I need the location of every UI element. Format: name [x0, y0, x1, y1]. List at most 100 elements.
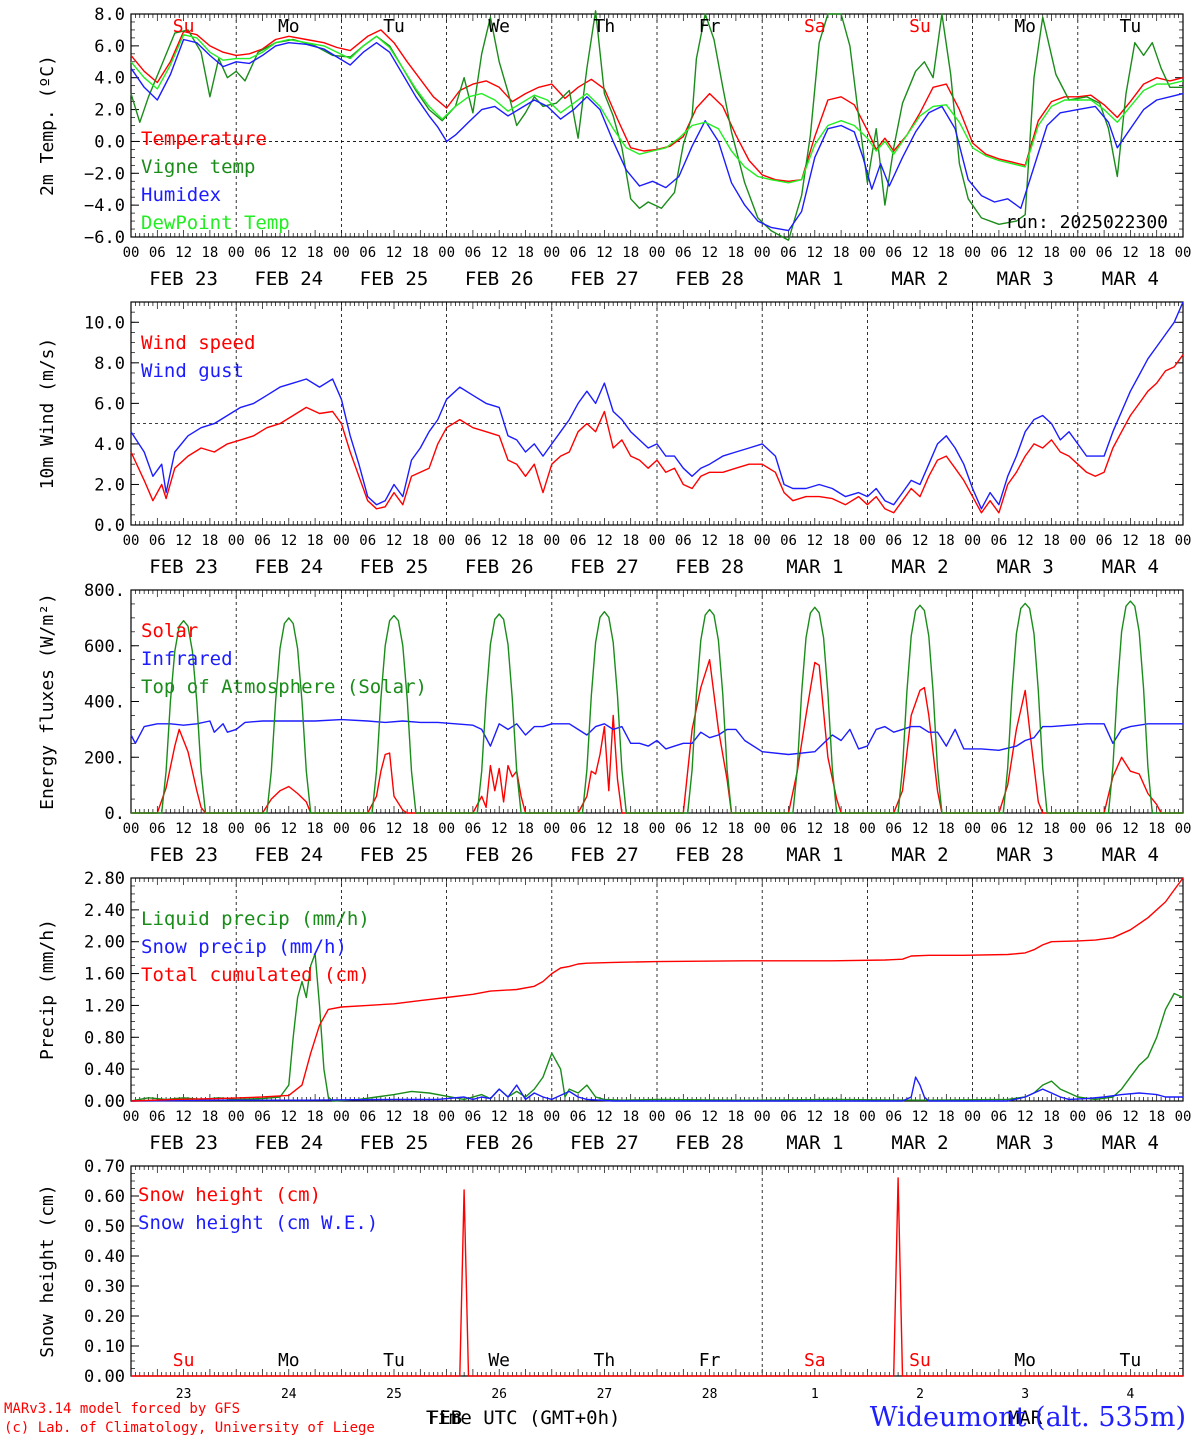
hour-tick-label: 12: [175, 533, 192, 549]
hour-tick-label: 06: [149, 533, 166, 549]
hour-tick-label: 00: [438, 245, 455, 261]
hour-tick-label: 06: [1096, 1109, 1113, 1125]
series-line-snow-height-cm-: [131, 1177, 1183, 1377]
hour-tick-label: 00: [964, 1109, 981, 1125]
hour-tick-label: 18: [307, 821, 324, 837]
hour-tick-label: 18: [938, 821, 955, 837]
hour-tick-label: 06: [570, 245, 587, 261]
hour-tick-label: 12: [1017, 533, 1034, 549]
hour-tick-label: 00: [438, 1109, 455, 1125]
day-label: FEB 28: [675, 268, 744, 290]
hour-tick-label: 06: [464, 821, 481, 837]
hour-tick-label: 06: [780, 1109, 797, 1125]
hour-tick-label: 06: [675, 821, 692, 837]
legend-entry: Temperature: [141, 128, 267, 150]
series-line-dewpoint-temp: [130, 34, 1184, 184]
hour-tick-label: 12: [280, 1109, 297, 1125]
hour-tick-label: 12: [806, 533, 823, 549]
hour-tick-label: 00: [1069, 533, 1086, 549]
y-tick-label: 2.0: [94, 101, 125, 121]
hour-tick-label: 12: [1122, 533, 1139, 549]
hour-tick-label: 06: [990, 821, 1007, 837]
weekday-label: Mo: [1014, 16, 1036, 37]
hour-tick-label: 18: [1148, 245, 1165, 261]
hour-tick-label: 12: [1122, 821, 1139, 837]
y-tick-label: 0.40: [84, 1247, 125, 1267]
plot-frame: [130, 301, 1184, 526]
month-label: MAR: [1008, 1407, 1043, 1429]
day-label: FEB 27: [570, 268, 639, 290]
hour-tick-label: 12: [806, 821, 823, 837]
weekday-label: Su: [909, 16, 931, 37]
hour-tick-label: 12: [701, 533, 718, 549]
weekday-label: Tu: [383, 16, 405, 37]
y-tick-label: 600.: [84, 637, 125, 657]
weekday-label: Mo: [1014, 1350, 1036, 1371]
y-axis-label: Energy fluxes (W/m²): [37, 593, 58, 810]
day-label: MAR 4: [1102, 844, 1159, 866]
hour-tick-label: 06: [885, 533, 902, 549]
hour-tick-label: 06: [990, 533, 1007, 549]
weekday-label: Sa: [804, 1350, 826, 1371]
hour-tick-label: 18: [1043, 533, 1060, 549]
legend-entry: Wind gust: [141, 360, 244, 382]
y-tick-label: 800.: [84, 581, 125, 601]
hour-tick-label: 18: [201, 533, 218, 549]
hour-tick-label: 00: [333, 533, 350, 549]
y-tick-label: 0.30: [84, 1277, 125, 1297]
day-label: MAR 4: [1102, 268, 1159, 290]
day-label: FEB 26: [465, 1132, 534, 1154]
hour-tick-label: 18: [201, 245, 218, 261]
day-label: MAR 4: [1102, 556, 1159, 578]
day-label: FEB 27: [570, 556, 639, 578]
y-tick-label: 0.40: [84, 1060, 125, 1080]
hour-tick-label: 00: [1175, 1109, 1192, 1125]
weekday-label: We: [488, 16, 510, 37]
month-label: FEB: [428, 1407, 462, 1429]
legend-entry: Liquid precip (mm/h): [141, 908, 370, 930]
day-label: MAR 1: [786, 268, 843, 290]
hour-tick-label: 06: [990, 245, 1007, 261]
series-line-solar: [131, 659, 1183, 814]
weekday-label: Sa: [804, 16, 826, 37]
legend-entry: Wind speed: [141, 332, 255, 354]
hour-tick-label: 06: [675, 1109, 692, 1125]
y-tick-label: 0.80: [84, 1028, 125, 1048]
hour-tick-label: 18: [727, 821, 744, 837]
y-tick-label: 200.: [84, 748, 125, 768]
hour-tick-label: 00: [438, 533, 455, 549]
hour-tick-label: 00: [649, 1109, 666, 1125]
hour-tick-label: 18: [622, 533, 639, 549]
y-tick-label: 8.0: [94, 354, 125, 374]
hour-tick-label: 00: [543, 1109, 560, 1125]
hour-tick-label: 18: [833, 245, 850, 261]
day-label: MAR 3: [997, 268, 1054, 290]
hour-tick-label: 18: [517, 245, 534, 261]
hour-tick-label: 06: [149, 1109, 166, 1125]
panel-temp: −6.0 −4.0 −2.0 0.0 2.0 4.0 6.0 8.0 2m Temp. (ºC)…: [37, 5, 1191, 290]
day-label: MAR 1: [786, 1132, 843, 1154]
hour-tick-label: 06: [254, 533, 271, 549]
day-label: FEB 27: [570, 1132, 639, 1154]
date-label: 3: [1021, 1387, 1029, 1402]
y-tick-label: 6.0: [94, 37, 125, 57]
y-tick-label: 400.: [84, 693, 125, 713]
hour-tick-label: 00: [1069, 821, 1086, 837]
hour-tick-label: 06: [570, 1109, 587, 1125]
hour-tick-label: 00: [1069, 245, 1086, 261]
hour-tick-label: 12: [596, 533, 613, 549]
plot-frame: [130, 13, 1184, 238]
hour-tick-label: 00: [1175, 533, 1192, 549]
series-line-top-of-atmosphere-solar-: [131, 600, 1183, 814]
hour-tick-label: 18: [412, 533, 429, 549]
hour-tick-label: 18: [833, 821, 850, 837]
hour-tick-label: 18: [833, 1109, 850, 1125]
y-tick-label: −2.0: [84, 164, 125, 184]
hour-tick-label: 12: [175, 821, 192, 837]
date-label: 4: [1126, 1387, 1134, 1402]
hour-tick-label: 06: [1096, 533, 1113, 549]
hour-tick-label: 12: [1122, 245, 1139, 261]
model-credit: MARv3.14 model forced by GFS: [4, 1401, 241, 1417]
day-label: FEB 25: [360, 556, 429, 578]
day-label: MAR 2: [891, 556, 948, 578]
